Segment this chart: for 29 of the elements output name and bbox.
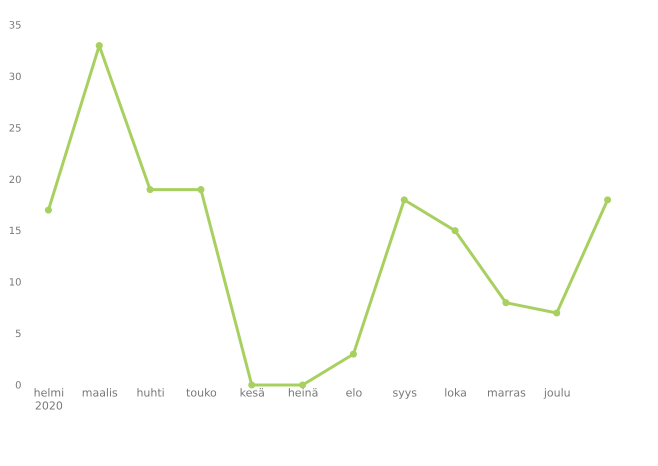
- x-tick-label: touko: [186, 386, 218, 400]
- x-tick-label: joulu: [542, 386, 571, 400]
- x-tick-label: maalis: [82, 386, 118, 400]
- y-tick-label: 0: [15, 380, 22, 392]
- y-tick-label: 5: [15, 329, 22, 340]
- point: [502, 299, 510, 306]
- point: [44, 206, 52, 214]
- x-tick-label: loka: [444, 386, 467, 400]
- point: [197, 186, 204, 194]
- point: [96, 42, 103, 50]
- point: [604, 196, 612, 204]
- y-tick-label: 20: [8, 174, 22, 186]
- y-tick-label: 30: [8, 72, 22, 83]
- point: [553, 309, 560, 317]
- x-tick-label: elo: [346, 386, 362, 400]
- point: [146, 186, 154, 194]
- y-tick-label: 10: [8, 278, 22, 289]
- x-tick-label: syys: [392, 386, 418, 400]
- x-tick-label: helmi 2020: [34, 386, 64, 412]
- x-tick-label: kesä: [240, 386, 265, 400]
- point: [350, 350, 357, 358]
- y-tick-label: 15: [8, 226, 22, 238]
- y-tick-label: 35: [8, 20, 22, 32]
- x-tick-label: huhti: [136, 386, 165, 400]
- x-tick-label: heinä: [288, 386, 318, 400]
- x-tick-label: marras: [487, 386, 526, 400]
- y-tick-label: 25: [8, 123, 22, 134]
- point: [400, 196, 408, 204]
- point: [452, 227, 459, 234]
